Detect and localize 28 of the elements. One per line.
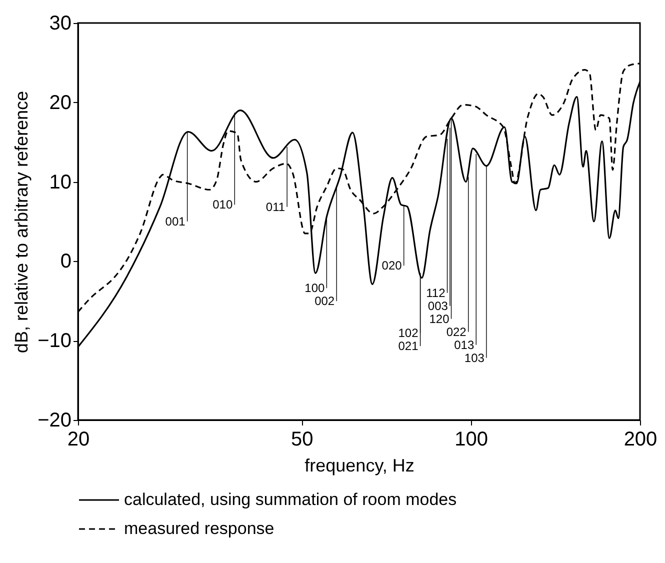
annotation: 112 — [426, 286, 446, 300]
x-axis-title: frequency, Hz — [304, 456, 414, 476]
legend-label: calculated, using summation of room modes — [124, 490, 457, 509]
annotation: 103 — [464, 350, 485, 365]
annotation: 001 — [165, 214, 186, 228]
y-tick-label: 10 — [49, 171, 72, 194]
annotation: 010 — [212, 198, 233, 212]
y-tick-label: −20 — [38, 410, 72, 432]
annotation: 011 — [266, 200, 286, 214]
annotation: 013 — [454, 338, 474, 352]
y-tick-label: 20 — [49, 92, 72, 114]
annotation: 102 — [398, 326, 419, 340]
annotation: 100 — [304, 281, 325, 296]
annotation: 021 — [398, 339, 419, 354]
annotation: 003 — [428, 298, 448, 313]
x-tick-label: 200 — [624, 428, 658, 450]
legend-label: measured response — [124, 519, 274, 538]
annotation: 002 — [314, 294, 335, 308]
x-tick-label: 100 — [454, 428, 488, 450]
y-axis-title: dB, relative to arbitrary reference — [12, 90, 32, 354]
y-tick-label: −10 — [38, 330, 72, 352]
y-tick-label: 0 — [60, 250, 72, 273]
annotation: 020 — [382, 258, 402, 273]
annotation: 120 — [429, 312, 450, 326]
x-tick-label: 50 — [291, 428, 314, 450]
annotation: 022 — [446, 324, 467, 339]
x-tick-label: 20 — [67, 428, 90, 450]
y-tick-label: 30 — [49, 12, 72, 34]
